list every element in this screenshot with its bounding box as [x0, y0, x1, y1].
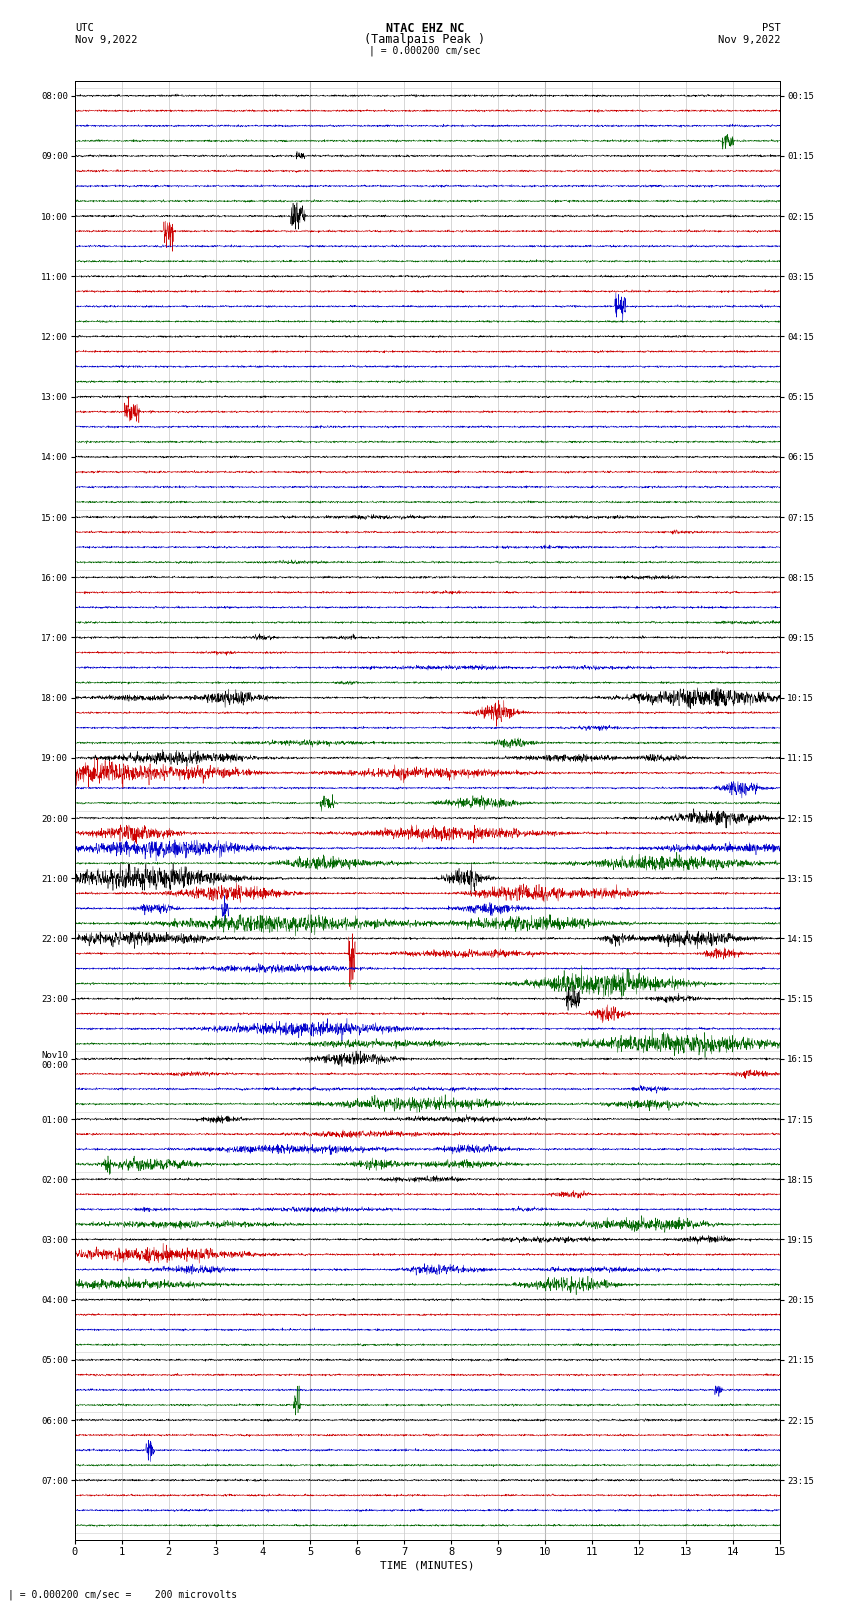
Text: Nov 9,2022: Nov 9,2022: [75, 34, 138, 45]
Text: UTC: UTC: [75, 23, 94, 34]
Text: NTAC EHZ NC: NTAC EHZ NC: [386, 21, 464, 35]
Text: | = 0.000200 cm/sec: | = 0.000200 cm/sec: [369, 45, 481, 56]
X-axis label: TIME (MINUTES): TIME (MINUTES): [380, 1560, 475, 1569]
Text: | = 0.000200 cm/sec =    200 microvolts: | = 0.000200 cm/sec = 200 microvolts: [8, 1589, 238, 1600]
Text: PST: PST: [762, 23, 780, 34]
Text: Nov 9,2022: Nov 9,2022: [717, 34, 780, 45]
Text: (Tamalpais Peak ): (Tamalpais Peak ): [365, 32, 485, 47]
